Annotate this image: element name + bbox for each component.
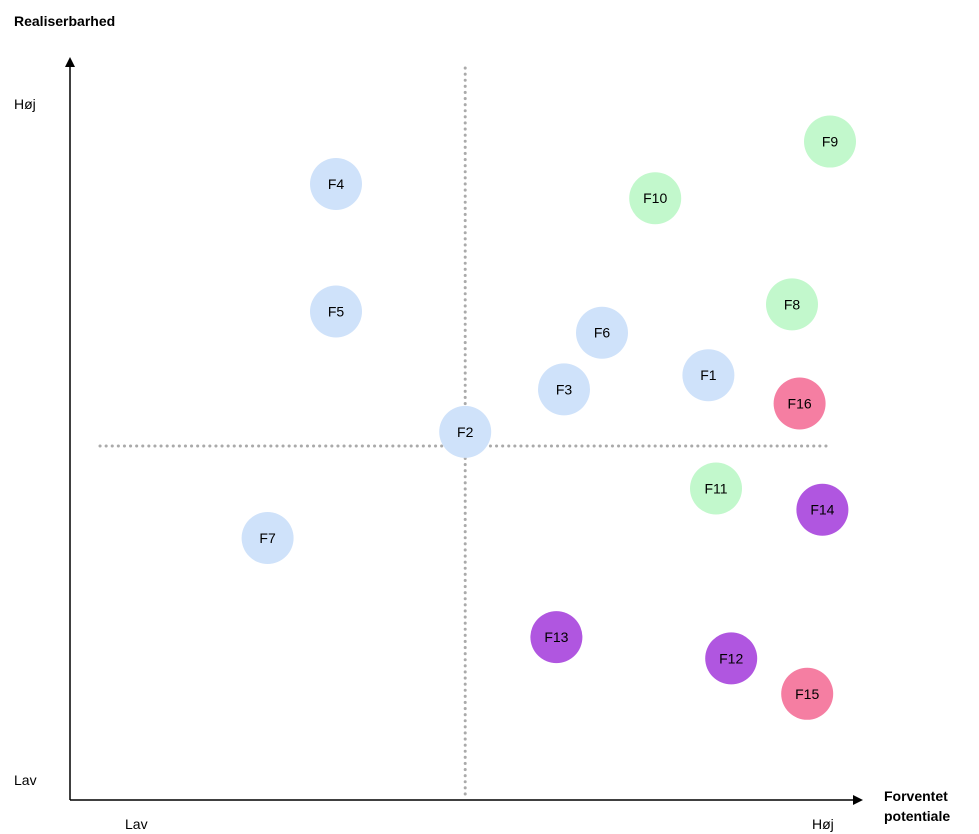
point-marker [538, 363, 590, 416]
x-tick-low: Lav [125, 816, 148, 832]
point-label: F12 [719, 650, 743, 666]
point-label: F8 [784, 296, 801, 312]
point-marker [804, 115, 856, 168]
point-f16: F16 [773, 377, 826, 430]
point-label: F3 [556, 381, 573, 397]
point-label: F15 [795, 686, 819, 702]
point-f15: F15 [781, 667, 834, 720]
x-axis-title-line-1: Forventet [884, 788, 948, 804]
point-f10: F10 [629, 172, 682, 225]
y-axis-title: Realiserbarhed [14, 13, 116, 29]
point-marker [241, 512, 294, 565]
point-f12: F12 [705, 632, 758, 685]
point-label: F13 [544, 629, 568, 645]
x-axis-title: Forventet potentiale [884, 786, 950, 826]
point-marker [530, 611, 583, 664]
point-f7: F7 [241, 512, 294, 565]
point-marker [773, 377, 826, 430]
point-marker [576, 306, 628, 359]
point-f14: F14 [796, 483, 849, 536]
point-label: F5 [328, 303, 345, 319]
point-f5: F5 [310, 285, 362, 338]
point-label: F2 [457, 424, 474, 440]
data-points: F1 F2 F3 F4 F5 F6 F7 F8 F9 F10 F11 F12 F13 F14 F15 F16 [241, 115, 856, 720]
y-tick-low: Lav [14, 772, 37, 788]
point-marker [705, 632, 758, 685]
x-axis-title-line-2: potentiale [884, 808, 951, 824]
point-marker [796, 483, 849, 536]
point-marker [766, 278, 818, 331]
point-f13: F13 [530, 611, 583, 664]
point-label: F7 [259, 530, 276, 546]
point-f9: F9 [804, 115, 856, 168]
point-label: F6 [594, 325, 611, 341]
point-marker [781, 667, 834, 720]
x-tick-high: Høj [812, 816, 834, 832]
point-f3: F3 [538, 363, 590, 416]
point-label: F16 [788, 396, 812, 412]
point-label: F14 [810, 502, 834, 518]
point-f2: F2 [439, 405, 492, 458]
point-f1: F1 [682, 349, 735, 402]
point-f8: F8 [766, 278, 818, 331]
point-label: F9 [822, 134, 839, 150]
point-f11: F11 [690, 462, 742, 515]
point-marker [310, 158, 362, 211]
point-label: F10 [643, 190, 667, 206]
point-label: F11 [704, 480, 727, 496]
point-marker [439, 405, 492, 458]
point-label: F4 [328, 176, 345, 192]
point-f4: F4 [310, 158, 362, 211]
point-marker [629, 172, 682, 225]
point-f6: F6 [576, 306, 628, 359]
point-marker [310, 285, 362, 338]
point-marker [682, 349, 735, 402]
point-marker [690, 462, 742, 515]
point-label: F1 [700, 367, 717, 383]
y-tick-high: Høj [14, 96, 36, 112]
